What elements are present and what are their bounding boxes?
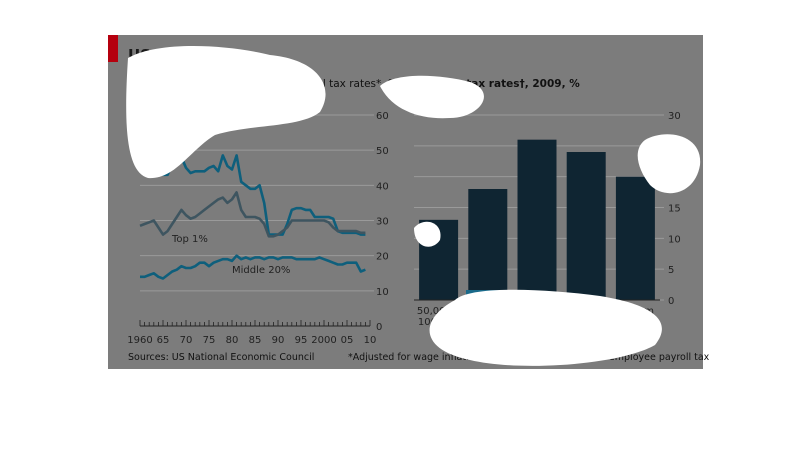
x-tick-label: 05 [341,335,354,346]
y-tick-label-right: 5 [668,265,674,276]
y-tick-label-left: 30 [376,217,389,228]
y-tick-label-left: 40 [376,181,389,192]
overlay-blob-1 [380,75,484,119]
overlay-blob-4 [429,289,662,366]
y-tick-label-left: 0 [376,322,382,333]
y-tick-label-right: 0 [668,296,674,307]
x-tick-label: 95 [295,335,308,346]
bar-4 [615,176,655,300]
series-label-top1: Top 1% [171,234,208,245]
series-label-middle20: Middle 20% [232,265,290,276]
x-tick-label: 2000 [311,335,336,346]
line-series-2 [140,254,366,280]
y-tick-label-left: 20 [376,252,389,263]
y-tick-label-left: 60 [376,111,389,122]
overlay-blob-2 [637,134,701,194]
x-tick-label: 10 [364,335,377,346]
x-tick-label: 80 [226,335,239,346]
x-tick-label: 85 [249,335,262,346]
x-tick-label: 1960 [127,335,152,346]
bar-category-label: 50,000< [417,306,460,317]
y-tick-label-right: 15 [668,204,681,215]
x-tick-label: 65 [157,335,170,346]
bar-3 [566,152,606,300]
x-tick-label: 90 [272,335,285,346]
bar-2 [517,139,557,300]
bar-1 [468,189,508,300]
y-tick-label-left: 10 [376,287,389,298]
sources-note: Sources: US National Economic Council [128,352,315,363]
line-series-1 [139,191,366,238]
footnote-inflation: *Adjusted for wage inflation [348,352,481,363]
y-tick-label-left: 50 [376,146,389,157]
overlay-blob-0 [126,45,326,179]
y-tick-label-right: 30 [668,111,681,122]
overlay-blob-3 [414,221,441,247]
x-tick-label: 70 [180,335,193,346]
brand-tag [108,35,118,62]
y-tick-label-right: 10 [668,234,681,245]
x-tick-label: 75 [203,335,216,346]
